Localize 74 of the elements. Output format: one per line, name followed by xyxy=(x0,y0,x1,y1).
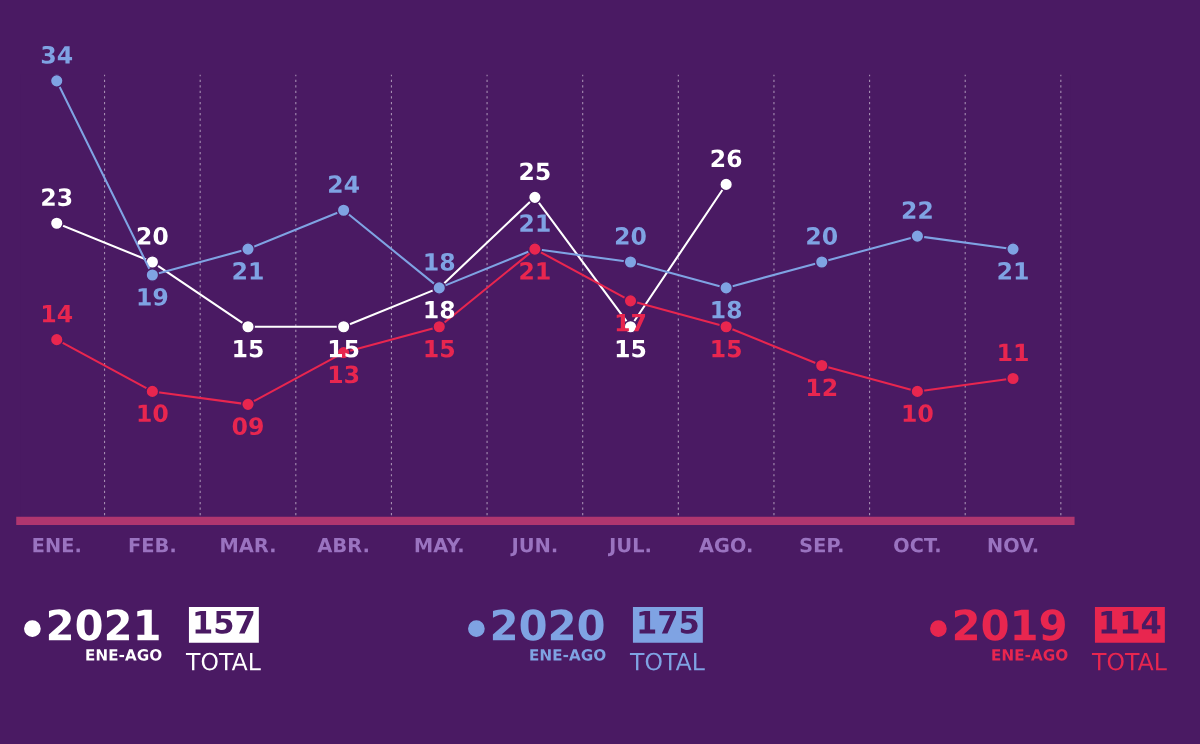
data-label: 18 xyxy=(425,252,455,271)
point xyxy=(49,216,64,231)
data-label: 20 xyxy=(137,227,168,245)
point xyxy=(1006,242,1020,257)
point xyxy=(336,319,351,334)
x-tick-label: ABR. xyxy=(317,538,368,553)
text: TOTAL xyxy=(1091,652,1167,671)
data-label: 21 xyxy=(520,262,550,280)
point xyxy=(241,319,255,334)
point xyxy=(623,255,638,269)
data-label: 15 xyxy=(234,339,263,358)
data-label: 22 xyxy=(902,201,932,219)
data-label: 26 xyxy=(711,149,742,168)
data-label: 24 xyxy=(329,175,359,193)
text: 157 xyxy=(195,611,254,634)
data-label: 11 xyxy=(999,343,1028,362)
point xyxy=(336,203,351,218)
x-tick-label: SEP. xyxy=(800,537,843,553)
x-tick-label: JUL. xyxy=(608,538,650,557)
x-tick-label: ENE. xyxy=(33,538,80,553)
data-label: 34 xyxy=(41,45,73,64)
point xyxy=(719,319,734,334)
point xyxy=(814,255,829,269)
point xyxy=(432,319,447,334)
x-tick-label: JUN. xyxy=(510,538,557,557)
point xyxy=(719,177,734,192)
point xyxy=(49,332,64,347)
text: 114 xyxy=(1101,611,1161,634)
data-label: 12 xyxy=(808,378,837,396)
data-label: 20 xyxy=(807,227,838,245)
point xyxy=(814,358,829,373)
data-label: 10 xyxy=(138,404,168,423)
data-label: 20 xyxy=(615,227,646,245)
data-label: 15 xyxy=(425,339,455,358)
data-label: 18 xyxy=(425,300,455,319)
point xyxy=(145,384,160,399)
x-tick-label: FEB. xyxy=(129,538,175,553)
text: TOTAL xyxy=(185,652,261,671)
data-label: 13 xyxy=(329,365,359,384)
legend-label: 2021 xyxy=(48,609,159,641)
text: ENE-AGO xyxy=(992,649,1068,661)
point xyxy=(49,74,64,88)
data-label: 15 xyxy=(616,339,646,358)
point xyxy=(241,242,255,257)
data-label: 23 xyxy=(42,188,72,207)
data-label: 09 xyxy=(232,417,263,436)
data-label: 18 xyxy=(712,300,742,319)
data-label: 21 xyxy=(520,214,550,232)
text: 175 xyxy=(639,611,698,634)
point xyxy=(719,280,734,295)
text: ENE-AGO xyxy=(86,649,162,661)
point xyxy=(241,397,255,412)
legend-label: 2019 xyxy=(954,609,1065,641)
point xyxy=(145,268,160,282)
x-tick-label: MAY. xyxy=(415,538,463,553)
point xyxy=(623,293,638,308)
data-label: 15 xyxy=(712,339,741,358)
x-tick-label: OCT. xyxy=(894,537,940,553)
x-tick-label: MAR. xyxy=(221,538,275,553)
text: ENE-AGO xyxy=(530,649,606,661)
data-label: 21 xyxy=(998,262,1028,280)
data-label: 21 xyxy=(233,262,263,280)
legend-label: 2020 xyxy=(492,609,604,641)
data-label: 10 xyxy=(903,404,933,423)
data-label: 25 xyxy=(520,162,550,181)
point xyxy=(910,229,925,244)
data-label: 14 xyxy=(42,305,73,323)
data-label: 19 xyxy=(138,287,168,306)
point xyxy=(1006,371,1020,386)
x-tick-label: NOV. xyxy=(988,537,1038,553)
point xyxy=(910,384,925,399)
x-tick-label: AGO. xyxy=(698,537,752,553)
point xyxy=(527,190,542,205)
text: TOTAL xyxy=(629,652,705,671)
